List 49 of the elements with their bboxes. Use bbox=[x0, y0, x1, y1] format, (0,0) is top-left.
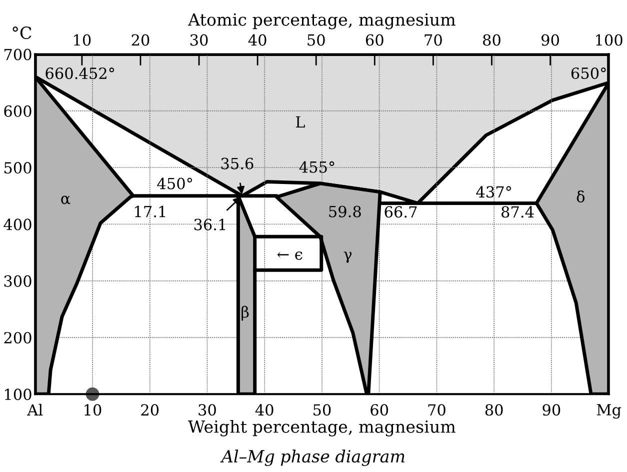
text: Al–Mg phase diagram bbox=[220, 450, 404, 466]
annotation: 35.6 bbox=[221, 158, 254, 170]
annotation: 66.7 bbox=[384, 206, 417, 218]
x-tick-label: Al bbox=[27, 404, 43, 416]
x2-tick-label: 70 bbox=[424, 34, 442, 46]
x-tick-label: 50 bbox=[314, 404, 331, 416]
annotation: δ bbox=[576, 190, 585, 202]
annotation: 450° bbox=[157, 178, 192, 190]
y-axis-title: °C bbox=[12, 26, 32, 40]
x2-tick-label: 40 bbox=[248, 34, 266, 46]
y-tick-label: 700 bbox=[4, 48, 32, 60]
x2-tick-label: 10 bbox=[74, 34, 91, 46]
y-tick-label: 300 bbox=[4, 275, 32, 287]
y-tick-label: 400 bbox=[4, 218, 32, 230]
x-tick-label: 60 bbox=[370, 404, 388, 416]
annotation: 17.1 bbox=[135, 206, 166, 218]
x-tick-label: 20 bbox=[141, 404, 159, 416]
x-tick-label: 40 bbox=[255, 404, 274, 416]
y-tick-label: 600 bbox=[4, 105, 32, 117]
annotation: 660.452° bbox=[46, 68, 114, 80]
annotation: ← ϵ bbox=[277, 252, 302, 260]
annotation: 437° bbox=[476, 186, 512, 198]
x-tick-label: 80 bbox=[485, 404, 503, 416]
annotation: 87.4 bbox=[502, 206, 534, 218]
x2-axis-title: Atomic percentage, magnesium bbox=[188, 13, 456, 30]
x-axis-title: Weight percentage, magnesium bbox=[188, 420, 456, 436]
y-tick-label: 200 bbox=[4, 332, 32, 344]
x-tick-label: Mg bbox=[596, 404, 622, 419]
x-tick-label: 30 bbox=[198, 404, 216, 416]
annotation: α bbox=[61, 196, 70, 204]
annotation: L bbox=[296, 116, 305, 128]
annotation: 59.8 bbox=[329, 206, 361, 218]
annotation: 36.1 bbox=[194, 218, 226, 230]
x2-tick-label: 20 bbox=[132, 34, 150, 46]
annotation: 455° bbox=[299, 161, 334, 173]
x2-tick-label: 60 bbox=[366, 34, 384, 46]
x2-tick-label: 30 bbox=[190, 34, 208, 46]
x-tick-label: 90 bbox=[542, 404, 560, 416]
x2-tick-label: 50 bbox=[308, 34, 325, 46]
annotation: γ bbox=[344, 252, 352, 263]
x-tick-label: 10 bbox=[84, 404, 102, 416]
x2-tick-label: 80 bbox=[483, 34, 500, 46]
x2-tick-label: 90 bbox=[542, 34, 559, 46]
x-tick-label: 70 bbox=[428, 404, 446, 416]
y-tick-label: 100 bbox=[5, 388, 32, 400]
annotation: β bbox=[242, 306, 249, 321]
annotation: 650° bbox=[571, 67, 606, 80]
x2-tick-label: 100 bbox=[596, 34, 622, 46]
y-tick-label: 500 bbox=[4, 162, 32, 174]
